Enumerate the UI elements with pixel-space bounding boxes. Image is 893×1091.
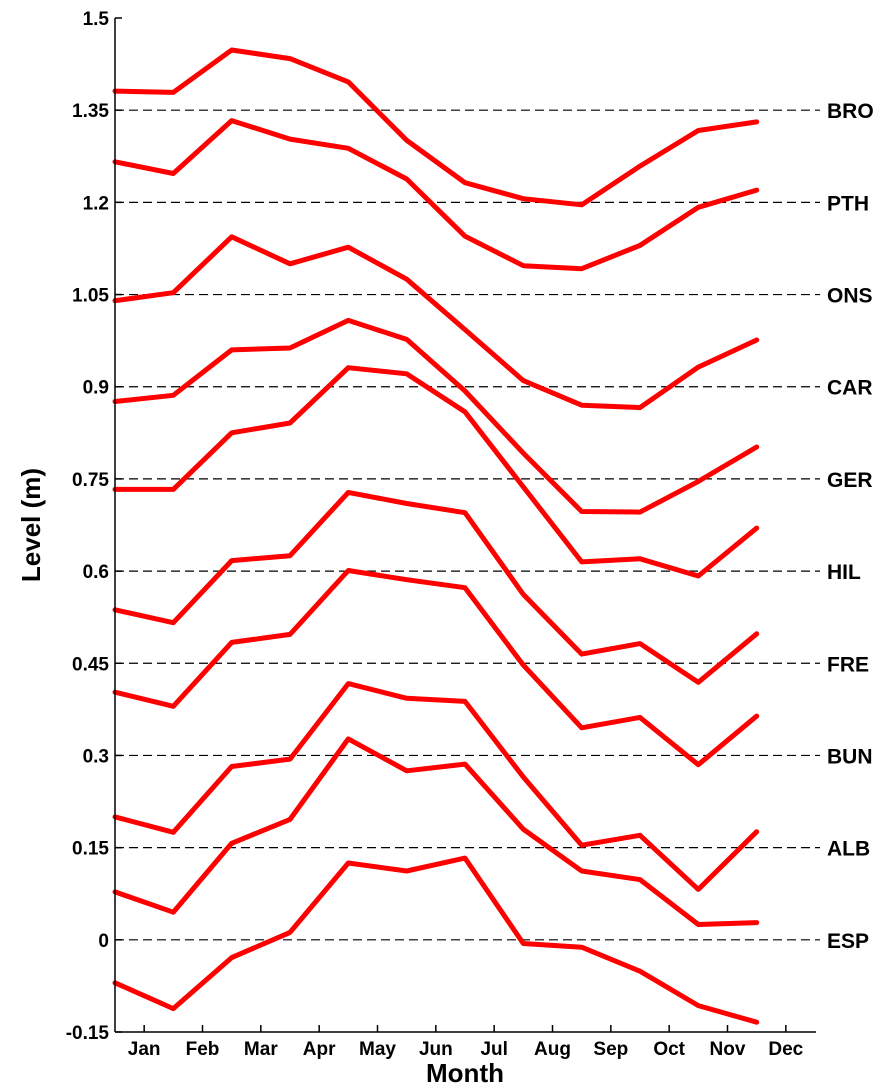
station-label-bro: BRO	[827, 100, 874, 123]
y-tick-label: 1.05	[72, 286, 109, 307]
x-tick-label: Dec	[768, 1039, 803, 1060]
station-label-alb: ALB	[827, 838, 870, 861]
x-tick-label: May	[359, 1039, 396, 1060]
station-label-bun: BUN	[827, 745, 873, 768]
y-axis-title: Level (m)	[16, 468, 46, 582]
series-line-ons	[115, 237, 757, 408]
x-tick-label: Jan	[128, 1039, 161, 1060]
station-label-esp: ESP	[827, 930, 869, 953]
x-axis-title: Month	[426, 1058, 504, 1088]
y-tick-label: 1.35	[72, 101, 109, 122]
series-line-pth	[115, 121, 757, 269]
y-tick-label: 1.5	[83, 9, 110, 30]
y-axis-ticks: 1.5 1.35 1.2 1.05 0.9 0.75 0.6 0.45 0.3 0.15 0 -0.1…	[66, 9, 122, 1044]
x-tick-label: Oct	[653, 1039, 685, 1060]
x-tick-label: Sep	[593, 1039, 628, 1060]
series-line-car	[115, 320, 757, 512]
y-tick-label: 0.6	[83, 562, 109, 583]
series-line-bro	[115, 50, 757, 205]
station-label-car: CAR	[827, 377, 873, 400]
series-line-ger	[115, 368, 757, 576]
series-line-hil	[115, 492, 757, 682]
series-line-fre	[115, 571, 757, 765]
x-tick-label: Feb	[186, 1039, 220, 1060]
y-tick-label: 0.75	[72, 470, 109, 491]
y-tick-label: 0	[98, 931, 109, 952]
x-axis-ticks: Jan Feb Mar Apr May Jun Jul Aug Sep Oct Nov Dec	[128, 1025, 804, 1060]
x-tick-label: Nov	[710, 1039, 746, 1060]
x-tick-label: Jun	[419, 1039, 453, 1060]
station-labels: BRO PTH ONS CAR GER HIL FRE BUN ALB ESP	[827, 100, 874, 953]
series-lines	[115, 50, 757, 1022]
station-label-hil: HIL	[827, 561, 861, 584]
y-tick-label: 1.2	[83, 193, 109, 214]
y-tick-label: -0.15	[66, 1023, 110, 1044]
series-line-alb	[115, 739, 757, 925]
station-label-pth: PTH	[827, 192, 869, 215]
reference-lines	[115, 110, 820, 940]
x-tick-label: Aug	[534, 1039, 571, 1060]
x-tick-label: Mar	[244, 1039, 278, 1060]
y-tick-label: 0.9	[83, 378, 109, 399]
y-tick-label: 0.3	[83, 746, 109, 767]
x-tick-label: Jul	[480, 1039, 507, 1060]
station-label-ger: GER	[827, 469, 873, 492]
y-tick-label: 0.45	[72, 654, 109, 675]
station-label-fre: FRE	[827, 653, 869, 676]
series-line-bun	[115, 684, 757, 890]
station-label-ons: ONS	[827, 285, 873, 308]
x-tick-label: Apr	[303, 1039, 336, 1060]
series-line-esp	[115, 858, 757, 1022]
y-tick-label: 0.15	[72, 839, 109, 860]
